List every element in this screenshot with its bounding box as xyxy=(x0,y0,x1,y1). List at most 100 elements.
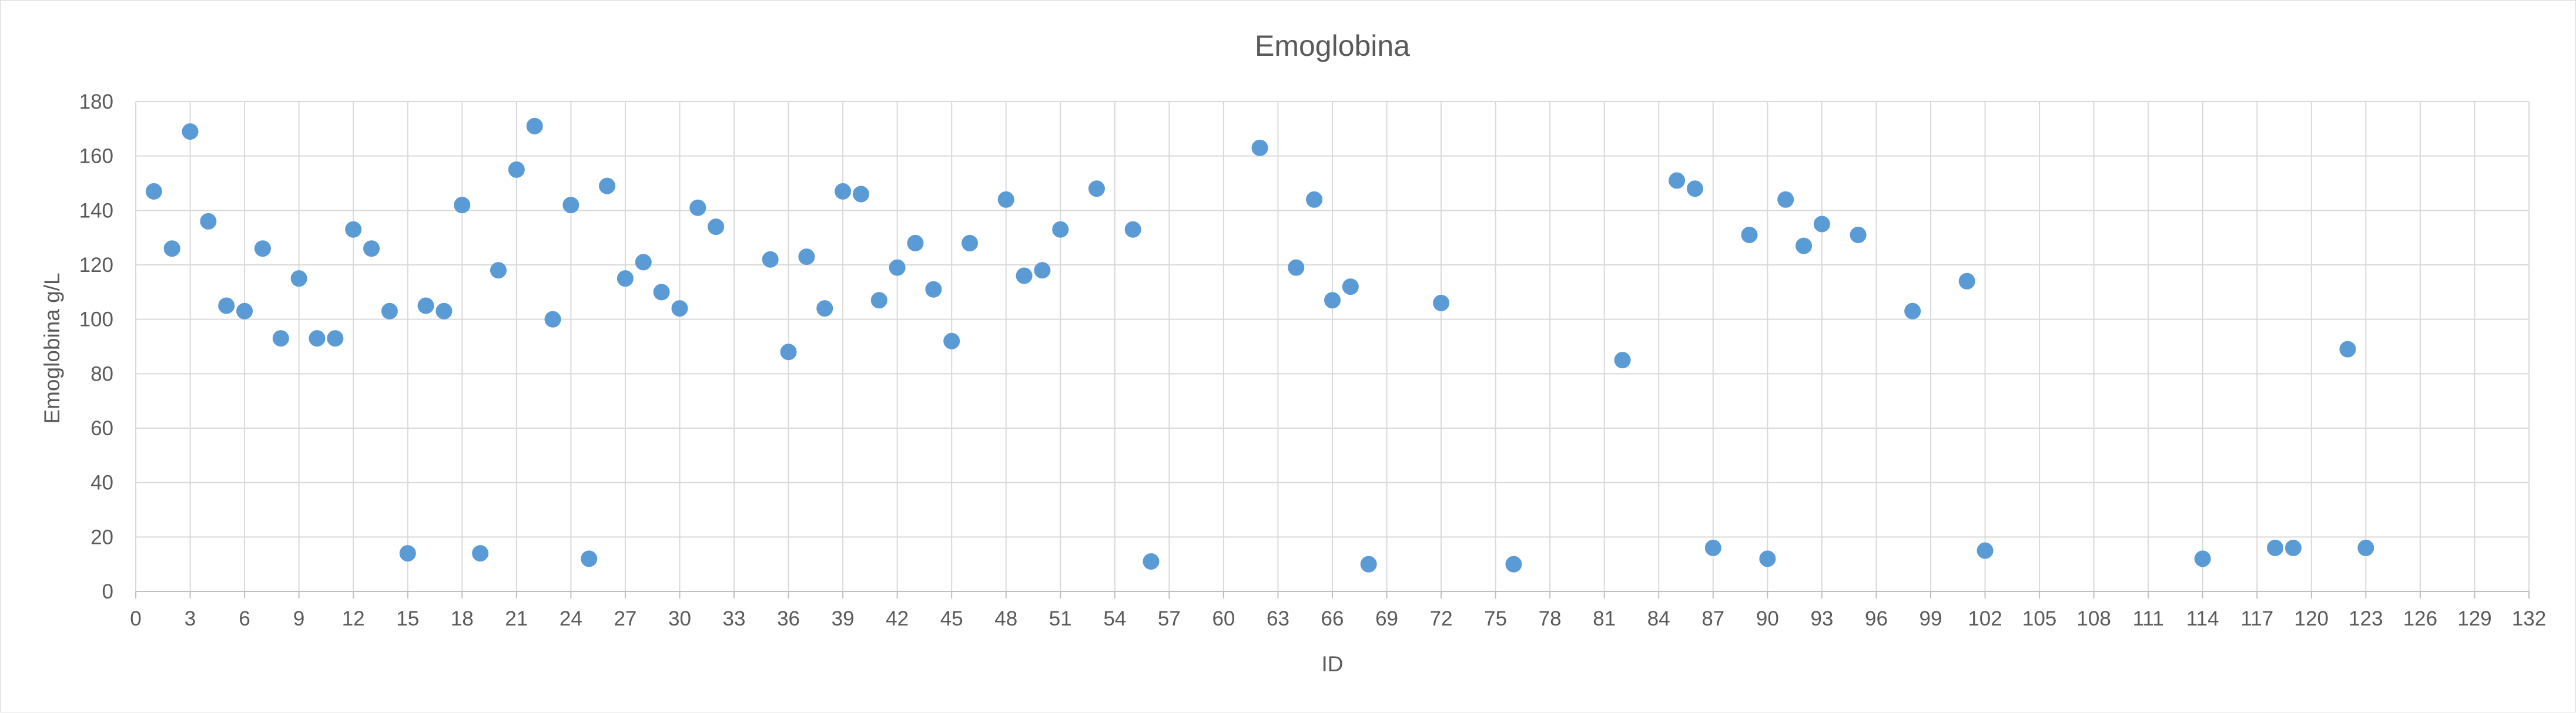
y-tick-label: 160 xyxy=(79,145,113,168)
data-point xyxy=(798,248,815,265)
data-point xyxy=(1850,227,1867,244)
data-point xyxy=(454,197,471,214)
data-point xyxy=(653,284,670,301)
data-point xyxy=(1958,273,1975,290)
data-point xyxy=(1360,556,1377,573)
y-tick-label: 40 xyxy=(91,472,113,495)
data-point xyxy=(2339,341,2356,358)
x-tick-label: 63 xyxy=(1267,607,1289,630)
data-point xyxy=(889,259,906,276)
data-point xyxy=(671,300,688,317)
data-point xyxy=(1324,292,1341,309)
data-point xyxy=(490,262,507,279)
y-tick-label: 180 xyxy=(79,90,113,113)
data-point xyxy=(399,545,416,562)
data-point xyxy=(381,302,398,319)
x-tick-label: 42 xyxy=(886,607,909,630)
y-tick-label: 140 xyxy=(79,199,113,222)
x-tick-label: 129 xyxy=(2457,607,2491,630)
y-tick-label: 80 xyxy=(91,362,113,385)
x-tick-label: 120 xyxy=(2294,607,2329,630)
x-tick-label: 114 xyxy=(2186,607,2219,630)
x-tick-label: 24 xyxy=(560,607,582,630)
data-point xyxy=(1796,237,1813,254)
x-tick-label: 126 xyxy=(2403,607,2437,630)
data-point xyxy=(943,332,960,349)
data-point xyxy=(2267,539,2284,556)
data-points xyxy=(145,117,2374,573)
x-axis-label: ID xyxy=(1322,652,1344,676)
data-point xyxy=(145,183,162,200)
data-point xyxy=(508,161,525,178)
x-tick-label: 15 xyxy=(396,607,419,630)
data-point xyxy=(182,123,199,140)
data-point xyxy=(689,199,706,216)
x-tick-label: 111 xyxy=(2133,607,2164,630)
y-tick-label: 60 xyxy=(91,417,113,440)
data-point xyxy=(852,186,869,203)
data-point xyxy=(581,550,598,567)
x-tick-label: 18 xyxy=(451,607,474,630)
data-point xyxy=(1251,139,1268,156)
data-point xyxy=(925,281,942,298)
data-point xyxy=(2194,550,2211,567)
x-tick-label: 99 xyxy=(1920,607,1942,630)
data-point xyxy=(1741,227,1758,244)
data-point xyxy=(1669,172,1686,189)
y-tick-label: 120 xyxy=(79,254,113,277)
data-point xyxy=(1288,259,1305,276)
data-point xyxy=(1977,542,1994,559)
data-point xyxy=(1686,180,1703,197)
data-point xyxy=(254,240,271,257)
x-tick-label: 108 xyxy=(2076,607,2111,630)
data-point xyxy=(163,240,180,257)
x-tick-label: 12 xyxy=(342,607,365,630)
data-point xyxy=(835,183,852,200)
x-tick-label: 51 xyxy=(1049,607,1072,630)
data-point xyxy=(236,302,253,319)
x-tick-label: 96 xyxy=(1865,607,1888,630)
gridlines xyxy=(136,101,2530,591)
data-point xyxy=(870,292,887,309)
data-point xyxy=(816,300,833,317)
data-point xyxy=(962,234,979,251)
x-tick-label: 39 xyxy=(832,607,855,630)
x-tick-label: 84 xyxy=(1647,607,1670,630)
data-point xyxy=(436,302,453,319)
data-point xyxy=(1777,191,1794,208)
data-point xyxy=(1813,216,1830,233)
x-tick-label: 30 xyxy=(668,607,691,630)
data-point xyxy=(218,297,235,314)
data-point xyxy=(635,254,652,271)
x-tick-label: 27 xyxy=(614,607,637,630)
x-tick-label: 60 xyxy=(1212,607,1235,630)
data-point xyxy=(544,311,561,328)
data-point xyxy=(617,270,634,287)
data-point xyxy=(1016,267,1033,284)
data-point xyxy=(345,221,362,238)
x-tick-label: 105 xyxy=(2022,607,2056,630)
data-point xyxy=(762,251,779,268)
x-tick-label: 69 xyxy=(1375,607,1398,630)
x-tick-label: 3 xyxy=(185,607,196,630)
data-point xyxy=(1143,553,1160,570)
data-point xyxy=(997,191,1014,208)
data-point xyxy=(1904,302,1921,319)
x-tick-label: 66 xyxy=(1321,607,1344,630)
x-tick-label: 6 xyxy=(239,607,250,630)
data-point xyxy=(599,177,616,194)
x-tick-label: 78 xyxy=(1539,607,1562,630)
x-tick-label: 132 xyxy=(2512,607,2546,630)
x-tick-label: 0 xyxy=(130,607,141,630)
data-point xyxy=(1034,262,1051,279)
data-point xyxy=(1306,191,1323,208)
x-tick-label: 90 xyxy=(1756,607,1779,630)
x-tick-label: 48 xyxy=(994,607,1017,630)
data-point xyxy=(2357,539,2374,556)
data-point xyxy=(472,545,489,562)
data-point xyxy=(1433,294,1450,311)
data-point xyxy=(1088,180,1105,197)
y-tick-label: 20 xyxy=(91,526,113,549)
data-point xyxy=(1505,556,1522,573)
